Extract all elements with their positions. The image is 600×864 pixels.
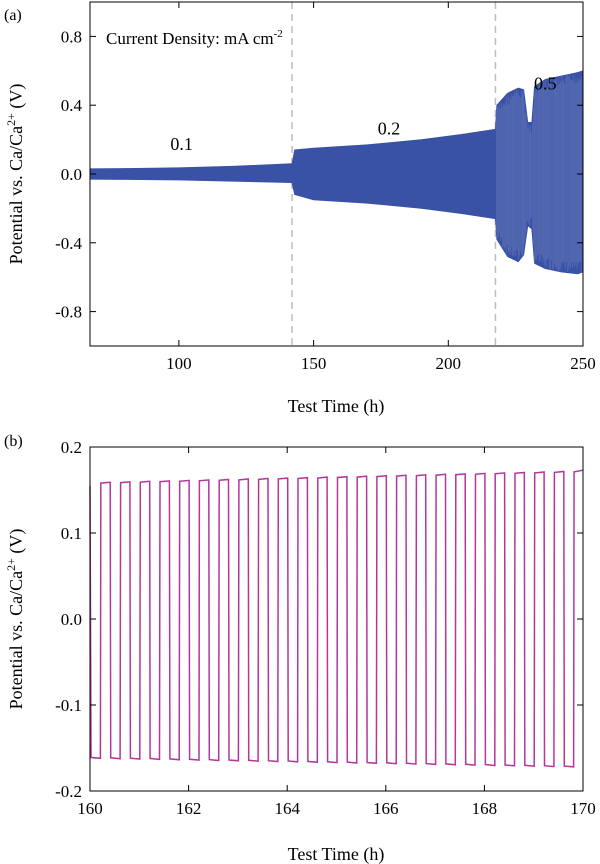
y-tick-label: -0.4	[55, 234, 82, 253]
panel-b-chart: (b) 160 162 164 166 168 170 -0.2 -0.1 0.0 0.1 0.2…	[4, 433, 596, 864]
x-tick-label: 100	[166, 354, 192, 373]
panel-a-chart: (a) 100 150 200 250 -0.8 -0.4 0.0 0.4 0.8 Curre…	[4, 1, 596, 417]
x-axis-ticks: 100 150 200 250	[166, 2, 596, 373]
y-tick-label: -0.8	[55, 303, 82, 322]
y-tick-label: 0.2	[61, 438, 82, 457]
x-tick-label: 168	[472, 799, 498, 818]
current-density-value-label: 0.1	[170, 134, 193, 154]
segment-labels: 0.1 0.2 0.5	[170, 74, 556, 154]
potential-band-texture	[496, 74, 583, 272]
y-axis-title: Potential vs. Ca/Ca2+ (V)	[4, 84, 27, 265]
y-axis-ticks: -0.2 -0.1 0.0 0.1 0.2	[55, 438, 583, 801]
y-tick-label: -0.2	[55, 782, 82, 801]
y-tick-label: 0.8	[61, 27, 82, 46]
x-tick-label: 150	[301, 354, 327, 373]
plot-area	[89, 70, 584, 275]
x-tick-label: 250	[570, 354, 596, 373]
y-tick-label: 0.1	[61, 524, 82, 543]
x-tick-label: 200	[436, 354, 462, 373]
panel-b-label: (b)	[4, 433, 23, 450]
y-tick-label: -0.1	[55, 696, 82, 715]
y-tick-label: 0.0	[61, 610, 82, 629]
y-axis-ticks: -0.8 -0.4 0.0 0.4 0.8	[55, 27, 583, 322]
y-axis-title: Potential vs. Ca/Ca2+ (V)	[4, 529, 27, 710]
x-axis-title: Test Time (h)	[288, 396, 385, 417]
x-axis-title: Test Time (h)	[288, 844, 385, 864]
x-tick-label: 160	[77, 799, 103, 818]
potential-series-line	[89, 469, 584, 768]
x-tick-label: 170	[570, 799, 596, 818]
x-tick-label: 164	[274, 799, 300, 818]
y-tick-label: 0.0	[61, 165, 82, 184]
y-tick-label: 0.4	[61, 96, 83, 115]
current-density-annotation: Current Density: mA cm-2	[106, 28, 283, 48]
x-tick-label: 162	[176, 799, 202, 818]
current-density-value-label: 0.5	[534, 74, 557, 94]
current-density-value-label: 0.2	[378, 118, 401, 138]
panel-a-label: (a)	[4, 7, 22, 24]
x-axis-ticks: 160 162 164 166 168 170	[77, 447, 596, 818]
plot-area	[89, 469, 584, 768]
x-tick-label: 166	[373, 799, 399, 818]
